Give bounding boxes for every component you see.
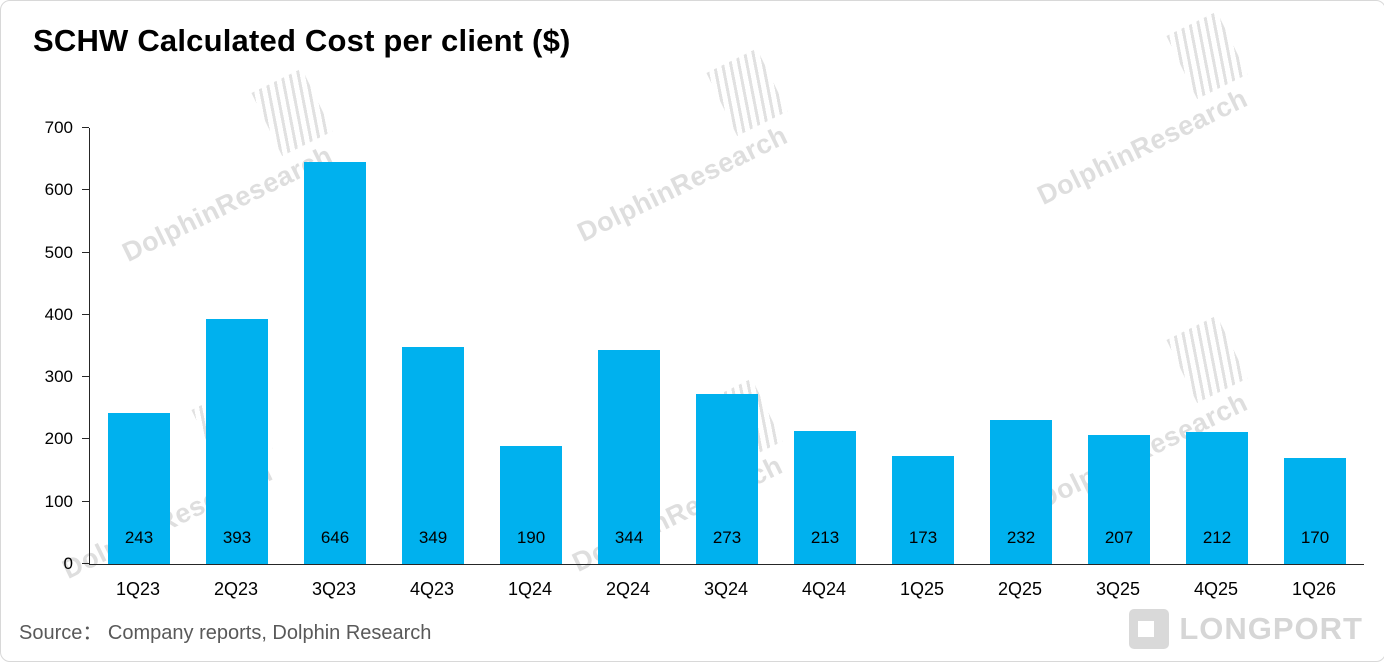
bar-value-label: 232 (1006, 528, 1036, 547)
bar-value-label: 349 (418, 528, 448, 547)
longport-logo-text: LONGPORT (1179, 611, 1363, 646)
longport-logo-icon (1129, 609, 1170, 649)
x-tick-label: 2Q24 (605, 579, 651, 599)
bar-value-label: 173 (908, 528, 938, 547)
y-tick-label: 200 (44, 429, 73, 449)
x-tick-label: 4Q25 (1193, 579, 1239, 599)
bar-group: 349 (384, 128, 482, 564)
bar (990, 419, 1052, 564)
bar (108, 412, 170, 564)
bar (304, 161, 366, 564)
bar (500, 445, 562, 564)
bar (402, 346, 464, 564)
bar-value-label: 273 (712, 528, 742, 547)
bar-group: 170 (1266, 128, 1364, 564)
y-tick-label: 600 (44, 180, 73, 200)
y-tick-mark (82, 251, 89, 253)
y-tick-label: 700 (44, 118, 73, 137)
bar (1186, 431, 1248, 564)
longport-logo: LONGPORT (1129, 609, 1363, 649)
bar-group: 344 (580, 128, 678, 564)
x-tick-label: 4Q23 (409, 579, 455, 599)
bar-group: 232 (972, 128, 1070, 564)
bar-group: 212 (1168, 128, 1266, 564)
x-tick-label: 3Q23 (311, 579, 357, 599)
bar-group: 646 (286, 128, 384, 564)
x-tick-label: 3Q24 (703, 579, 749, 599)
x-tick-label: 3Q25 (1095, 579, 1141, 599)
bar (1088, 435, 1150, 564)
bar-value-label: 243 (124, 528, 154, 547)
longport-logo-glyph (1138, 621, 1155, 637)
chart-title: SCHW Calculated Cost per client ($) (33, 23, 571, 58)
x-tick-label: 2Q23 (213, 579, 259, 599)
bar-value-label: 170 (1300, 528, 1330, 547)
bar (892, 456, 954, 564)
bars: 243 393 646 349 190 344 273 213 173 232 207 212 170 (90, 128, 1364, 564)
bar-group: 393 (188, 128, 286, 564)
bar (598, 349, 660, 564)
bar-value-label: 646 (320, 528, 350, 547)
y-tick-label: 500 (44, 242, 73, 262)
y-tick-label: 100 (44, 491, 73, 511)
y-tick-mark (82, 438, 89, 440)
y-tick-label: 400 (44, 304, 73, 324)
y-tick-label: 0 (63, 554, 73, 573)
bar-value-label: 207 (1104, 528, 1134, 547)
bar-value-label: 213 (810, 528, 840, 547)
bar-value-label: 393 (222, 528, 252, 547)
x-tick-label: 1Q23 (115, 579, 161, 599)
bar-group: 190 (482, 128, 580, 564)
bar-group: 173 (874, 128, 972, 564)
bar-value-label: 344 (614, 528, 644, 547)
x-tick-label: 1Q25 (899, 579, 945, 599)
bar-group: 207 (1070, 128, 1168, 564)
x-tick-label: 2Q25 (997, 579, 1043, 599)
y-tick-mark (82, 563, 89, 564)
y-tick-mark (82, 376, 89, 378)
bar (1284, 458, 1346, 564)
y-axis: 0 100 200 300 400 500 600 700 (1, 118, 89, 573)
x-tick-label: 4Q24 (801, 579, 847, 599)
bar-value-label: 190 (516, 528, 546, 547)
y-tick-mark (82, 127, 89, 128)
bar (206, 319, 268, 564)
bar (794, 431, 856, 564)
plot-area: 243 393 646 349 190 344 273 213 173 232 207 212 170 (89, 128, 1364, 565)
y-tick-label: 300 (44, 367, 73, 387)
bar-group: 273 (678, 128, 776, 564)
bar-group: 243 (90, 128, 188, 564)
y-tick-mark (82, 313, 89, 315)
x-axis: 1Q23 2Q23 3Q23 4Q23 1Q24 2Q24 3Q24 4Q24 1Q25 2Q25… (89, 565, 1363, 600)
x-tick-label: 1Q24 (507, 579, 553, 599)
bar (696, 393, 758, 564)
x-tick-label: 1Q26 (1291, 579, 1337, 599)
bar-value-label: 212 (1202, 528, 1232, 547)
y-tick-mark (82, 500, 89, 502)
bar-group: 213 (776, 128, 874, 564)
source-note: Source： Company reports, Dolphin Researc… (19, 622, 432, 644)
y-tick-mark (82, 189, 89, 191)
